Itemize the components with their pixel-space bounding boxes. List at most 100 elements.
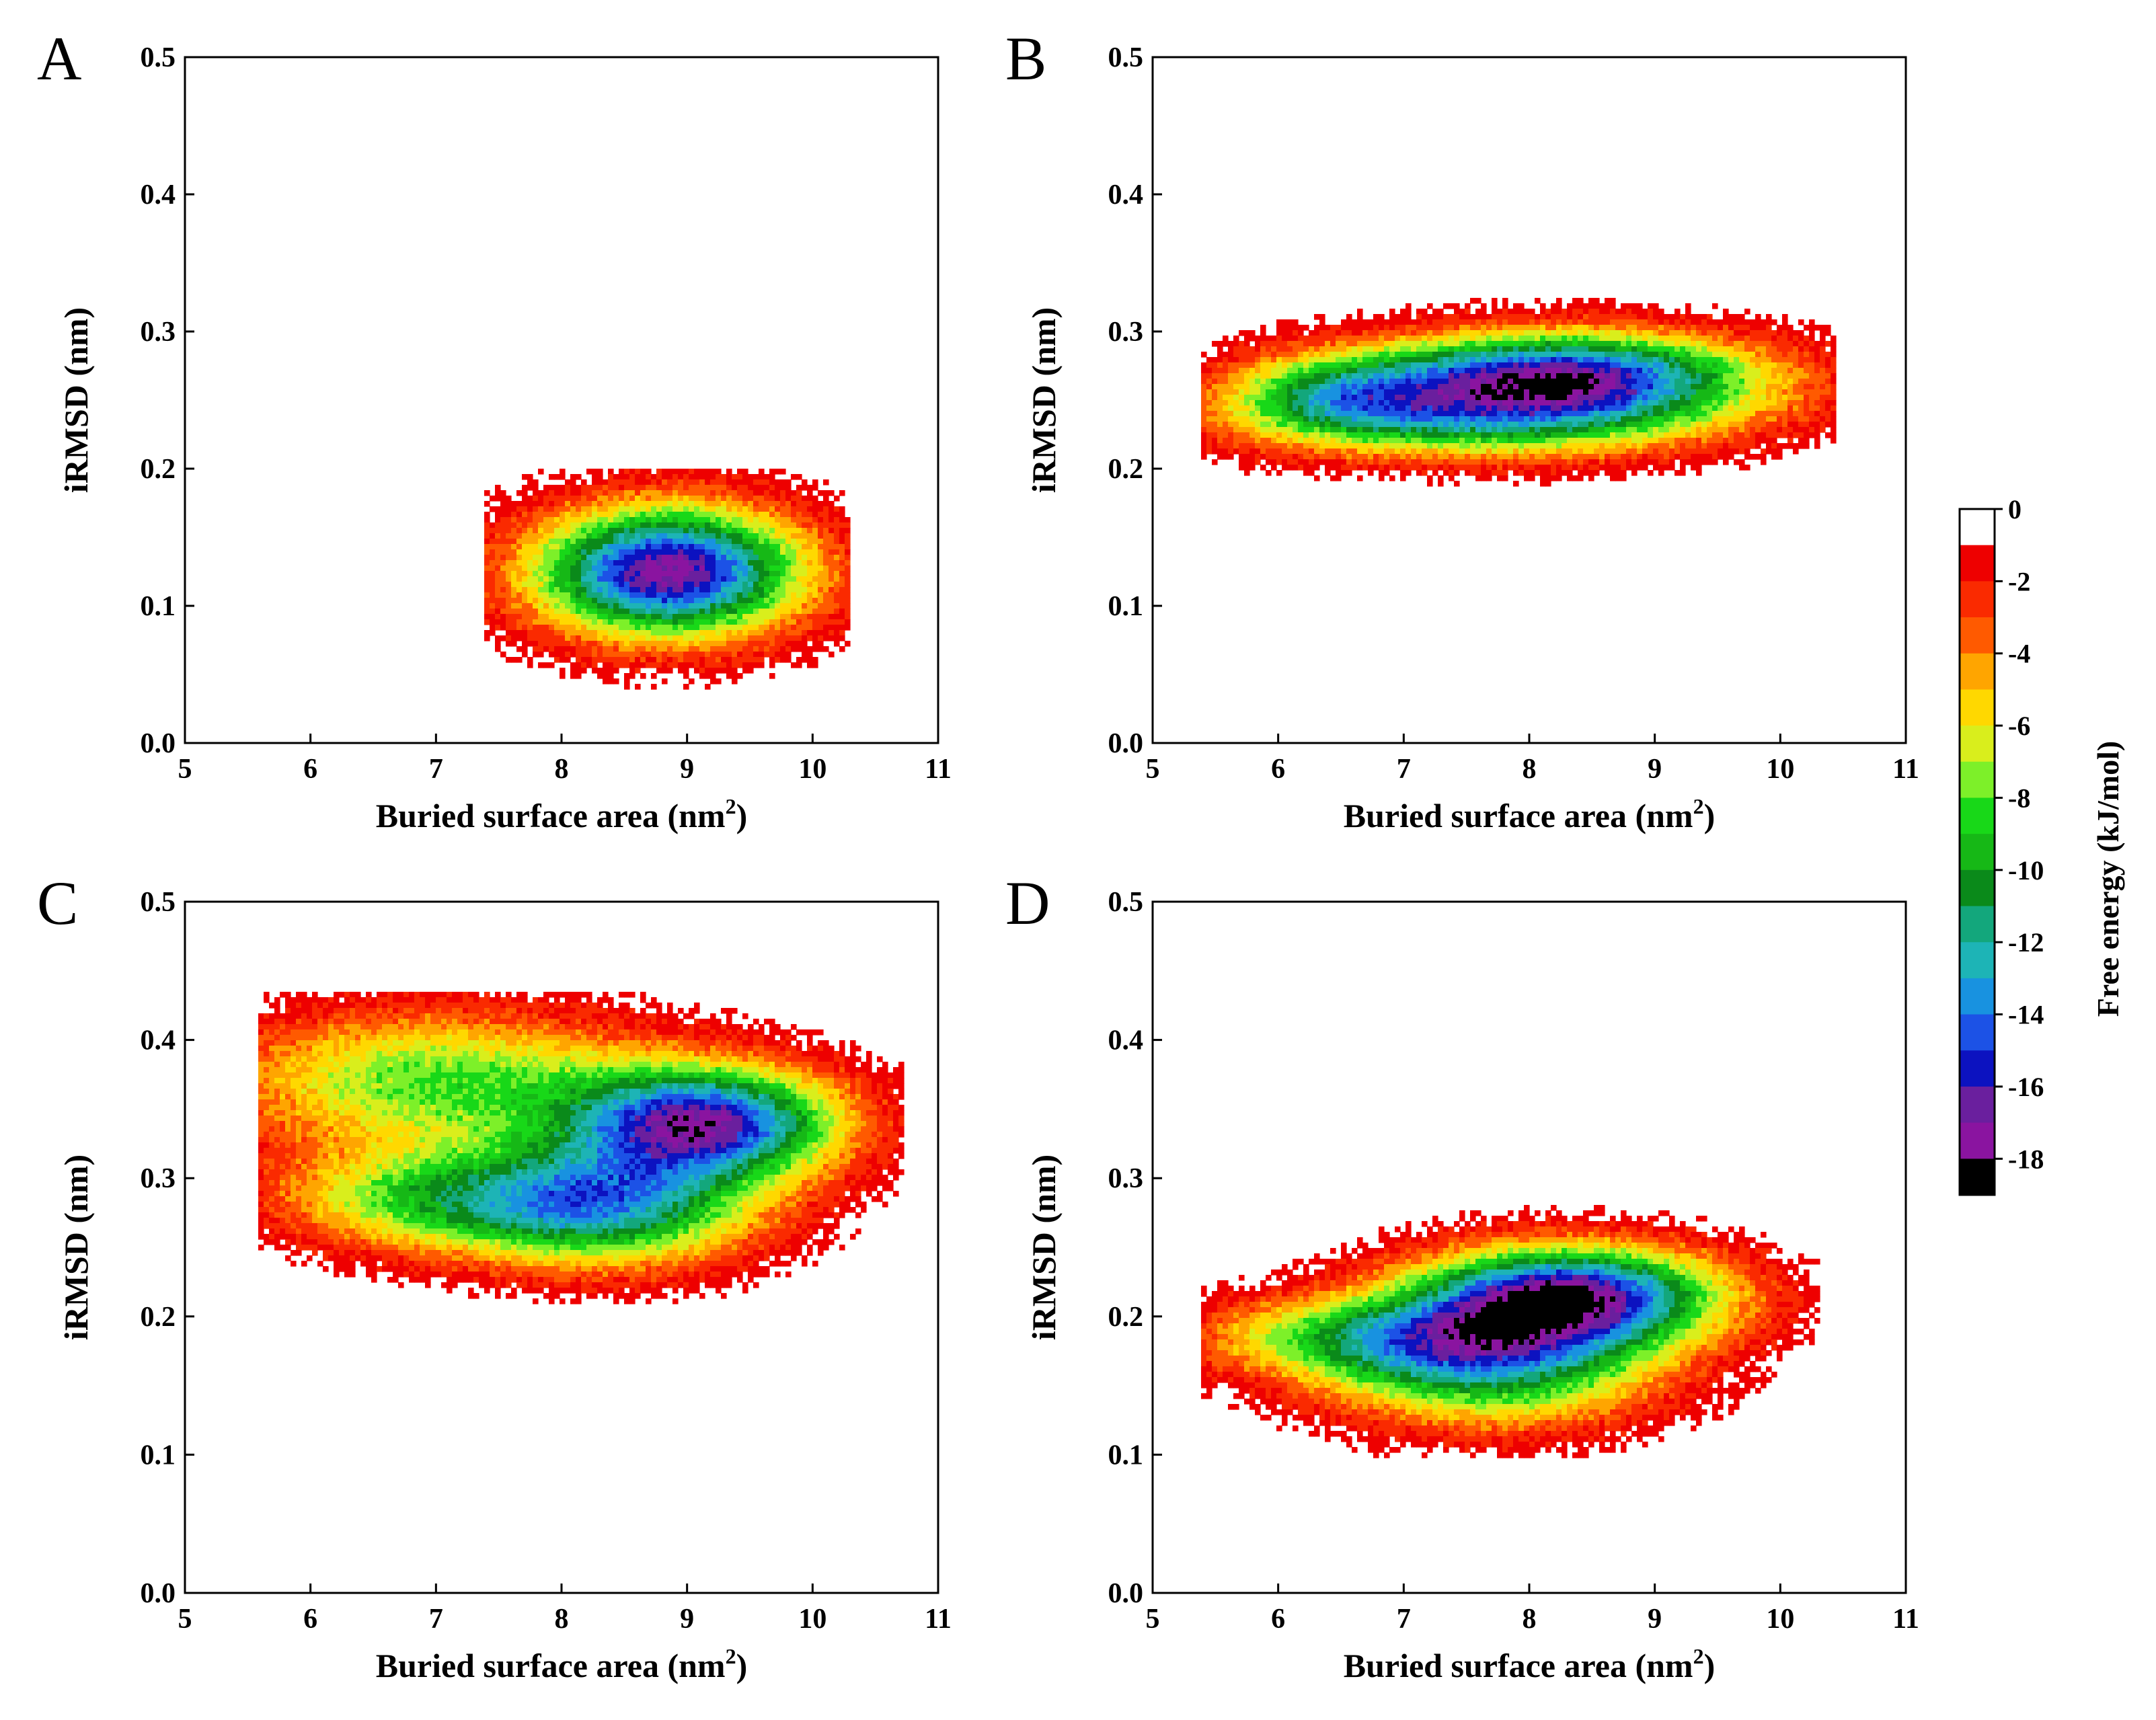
surface-cell	[1422, 368, 1428, 374]
surface-cell	[1341, 405, 1347, 412]
surface-cell	[689, 571, 695, 577]
surface-cell	[1314, 475, 1320, 481]
surface-cell	[592, 560, 598, 566]
surface-cell	[1524, 438, 1530, 444]
surface-cell	[1432, 384, 1438, 390]
surface-cell	[522, 539, 528, 545]
surface-cell	[565, 539, 571, 545]
surface-cell	[1276, 438, 1282, 444]
surface-cell	[1518, 357, 1525, 363]
surface-cell	[1341, 454, 1347, 460]
surface-cell	[1605, 427, 1611, 433]
surface-cell	[1341, 432, 1347, 438]
surface-cell	[1502, 416, 1508, 422]
surface-cell	[1465, 400, 1471, 406]
surface-cell	[522, 630, 528, 636]
surface-cell	[1298, 362, 1304, 368]
surface-cell	[624, 684, 630, 690]
surface-cell	[1578, 459, 1584, 465]
surface-cell	[1255, 432, 1261, 438]
surface-cell	[769, 544, 775, 550]
surface-cell	[495, 512, 501, 518]
surface-cell	[1212, 362, 1218, 368]
surface-cell	[1395, 341, 1401, 347]
surface-cell	[1362, 448, 1369, 455]
surface-cell	[1545, 336, 1551, 342]
surface-cell	[1293, 400, 1299, 406]
surface-cell	[1545, 368, 1551, 374]
surface-cell	[1389, 362, 1395, 368]
surface-cell	[1255, 454, 1261, 460]
surface-cell	[785, 506, 792, 512]
surface-cell	[1223, 362, 1229, 368]
surface-cell	[1631, 438, 1638, 444]
surface-cell	[640, 565, 646, 572]
surface-cell	[533, 587, 539, 593]
surface-cell	[1244, 422, 1250, 428]
surface-cell	[592, 512, 598, 518]
surface-cell	[1562, 400, 1568, 406]
surface-cell	[1201, 368, 1207, 374]
surface-cell	[1325, 341, 1331, 347]
surface-cell	[522, 635, 528, 641]
surface-cell	[721, 539, 727, 545]
surface-cell	[845, 592, 851, 598]
surface-cell	[495, 528, 501, 534]
surface-cell	[1475, 330, 1481, 336]
surface-cell	[592, 576, 598, 582]
surface-cell	[1384, 357, 1390, 363]
surface-cell	[759, 485, 765, 491]
surface-cell	[538, 506, 544, 512]
surface-cell	[1276, 384, 1282, 390]
surface-cell	[705, 496, 711, 502]
surface-cell	[683, 635, 689, 641]
surface-cell	[522, 565, 528, 572]
surface-cell	[1454, 470, 1460, 476]
surface-cell	[818, 630, 824, 636]
surface-cell	[1314, 352, 1320, 358]
surface-cell	[1223, 373, 1229, 379]
surface-cell	[1653, 303, 1659, 309]
surface-cell	[1524, 341, 1530, 347]
surface-cell	[834, 565, 840, 572]
surface-cell	[683, 576, 689, 582]
surface-cell	[721, 490, 727, 496]
surface-cell	[1438, 346, 1444, 352]
surface-cell	[748, 603, 754, 609]
surface-cell	[1325, 352, 1331, 358]
surface-cell	[710, 603, 716, 609]
surface-cell	[1599, 389, 1605, 395]
surface-cell	[629, 609, 636, 615]
surface-cell	[802, 603, 808, 609]
surface-cell	[624, 609, 630, 615]
surface-cell	[1545, 352, 1551, 358]
surface-cell	[549, 544, 555, 550]
surface-cell	[1379, 362, 1385, 368]
surface-cell	[1572, 432, 1578, 438]
surface-cell	[807, 506, 813, 512]
surface-cell	[689, 506, 695, 512]
surface-cell	[1572, 379, 1578, 385]
surface-cell	[1362, 373, 1369, 379]
surface-cell	[764, 517, 770, 523]
surface-cell	[672, 641, 679, 647]
surface-cell	[506, 496, 512, 502]
surface-cell	[495, 496, 501, 502]
surface-cell	[796, 549, 802, 555]
surface-cell	[1260, 352, 1266, 358]
surface-cell	[1540, 459, 1546, 465]
surface-cell	[812, 625, 818, 631]
surface-cell	[678, 485, 684, 491]
surface-cell	[1454, 352, 1460, 358]
surface-cell	[1567, 475, 1573, 481]
surface-cell	[818, 598, 824, 604]
surface-cell	[1357, 400, 1363, 406]
surface-cell	[560, 496, 566, 502]
surface-cell	[603, 517, 609, 523]
surface-cell	[1502, 395, 1508, 401]
surface-cell	[1422, 427, 1428, 433]
surface-cell	[834, 598, 840, 604]
surface-cell	[1535, 373, 1541, 379]
surface-cell	[812, 592, 818, 598]
surface-cell	[656, 592, 662, 598]
